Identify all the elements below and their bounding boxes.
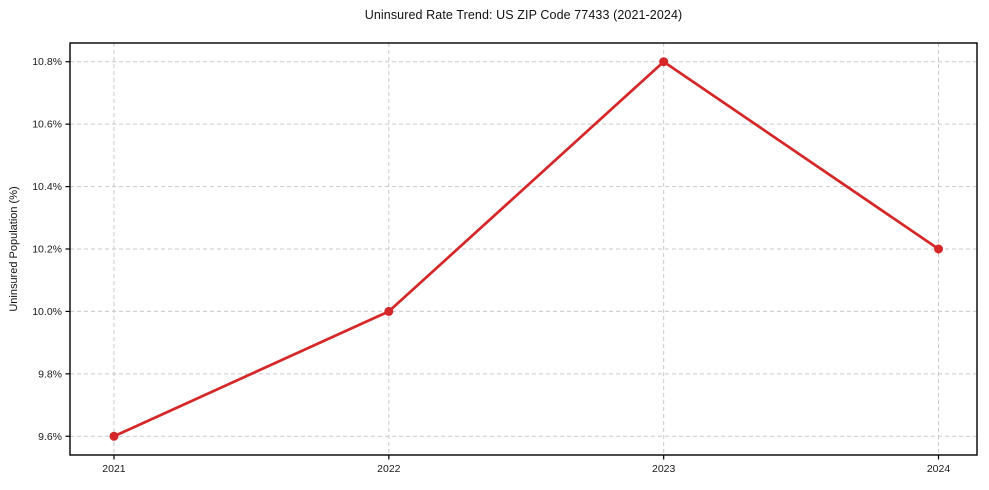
y-tick-label: 10.4% <box>32 181 62 193</box>
y-tick-label: 9.6% <box>38 431 62 443</box>
x-tick-label: 2023 <box>652 463 676 475</box>
x-tick-label: 2024 <box>927 463 951 475</box>
y-tick-label: 10.6% <box>32 119 62 131</box>
y-tick-label: 10.8% <box>32 56 62 68</box>
chart-title: Uninsured Rate Trend: US ZIP Code 77433 … <box>364 8 683 22</box>
trend-line <box>112 60 940 438</box>
y-tick-label: 10.2% <box>32 244 62 256</box>
x-tick-label: 2021 <box>102 463 126 475</box>
y-tick-label: 9.8% <box>38 368 62 380</box>
data-point-marker <box>934 244 944 254</box>
data-point-marker <box>384 306 394 316</box>
data-point-marker <box>659 57 669 67</box>
y-tick-label: 10.0% <box>32 306 62 318</box>
data-point-marker <box>109 431 119 441</box>
x-tick-label: 2022 <box>377 463 401 475</box>
